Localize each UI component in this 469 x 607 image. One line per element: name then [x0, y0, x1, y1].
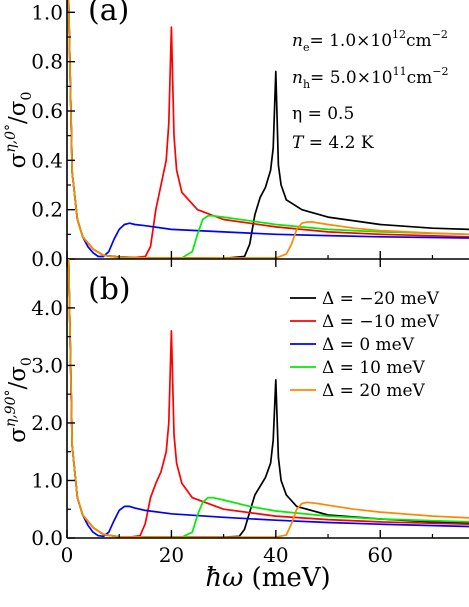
panel-a-annotations: ne= 1.0×1012cm−2 nh= 5.0×1011cm−2 η = 0.… — [292, 28, 448, 153]
ylabel-b-superscript: η,90° — [3, 390, 19, 428]
annotation-ne: ne= 1.0×1012cm−2 — [292, 28, 448, 54]
panel-a: 0.0 0.2 0.4 0.6 0.8 1.0 (a) ση,0°/σ0 ne= 1.0×… — [3, 0, 469, 271]
y-tick-label: 1.0 — [31, 0, 63, 24]
annotation-temperature: T = 4.2 K — [292, 133, 374, 153]
x-tick-label: 0 — [61, 543, 74, 567]
legend-label: Δ = −10 meV — [322, 312, 440, 332]
y-tick-label: 0.4 — [31, 148, 63, 172]
panel-b-curves — [67, 259, 469, 538]
x-tick-label: 60 — [368, 543, 393, 567]
x-axis-label: ħω (meV) — [205, 563, 330, 593]
panel-a-label: (a) — [88, 0, 129, 28]
svg-text:ση,90°/σ0: ση,90°/σ0 — [3, 357, 35, 443]
ylabel-b-sigma: σ — [5, 427, 31, 443]
x-tick-label: 20 — [159, 543, 184, 567]
y-tick-label: 1.0 — [31, 468, 63, 492]
y-tick-label: 4.0 — [31, 296, 63, 320]
legend-label: Δ = 0 meV — [322, 335, 415, 355]
y-tick-label: 0.8 — [31, 50, 63, 74]
legend: Δ = −20 meV Δ = −10 meV Δ = 0 meV Δ = 10 me… — [290, 289, 440, 401]
svg-text:ση,0°/σ0: ση,0°/σ0 — [3, 92, 35, 169]
panel-b: 0.01.02.03.04.00 20 40 60 (b) ση,90°/σ0 Δ =… — [3, 259, 469, 593]
ylabel-a-subscript: 0 — [19, 92, 35, 101]
annotation-nh: nh= 5.0×1011cm−2 — [292, 65, 448, 91]
y-tick-label: 2.0 — [31, 411, 63, 435]
y-tick-label: 0.6 — [31, 99, 63, 123]
ylabel-b-subscript: 0 — [19, 357, 35, 366]
x-tick-label: 40 — [263, 543, 288, 567]
series-line-a-4 — [67, 0, 469, 259]
panel-b-ylabel: ση,90°/σ0 — [3, 357, 35, 443]
y-tick-label: 0.0 — [31, 247, 63, 271]
ylabel-a-slash: /σ — [5, 100, 31, 124]
panel-a-ylabel: ση,0°/σ0 — [3, 92, 35, 169]
series-line-b-4 — [67, 259, 469, 538]
panel-b-axes: 0.0 1.0 2.0 3.0 4.0 0 20 40 60 — [31, 259, 469, 567]
y-tick-label: 0.2 — [31, 198, 63, 222]
legend-label: Δ = 10 meV — [322, 358, 426, 378]
y-tick-label: 0.0 — [31, 526, 63, 550]
ylabel-a-sigma: σ — [5, 152, 31, 168]
annotation-eta: η = 0.5 — [292, 104, 354, 124]
ylabel-a-superscript: η,0° — [3, 124, 19, 153]
ylabel-b-slash: /σ — [5, 366, 31, 390]
legend-label: Δ = −20 meV — [322, 289, 440, 309]
panel-b-label: (b) — [88, 272, 131, 307]
panel-a-curves — [67, 0, 469, 259]
legend-label: Δ = 20 meV — [322, 381, 426, 401]
panel-a-axes: 0.0 0.2 0.4 0.6 0.8 1.0 — [31, 0, 469, 271]
y-tick-label: 3.0 — [31, 353, 63, 377]
